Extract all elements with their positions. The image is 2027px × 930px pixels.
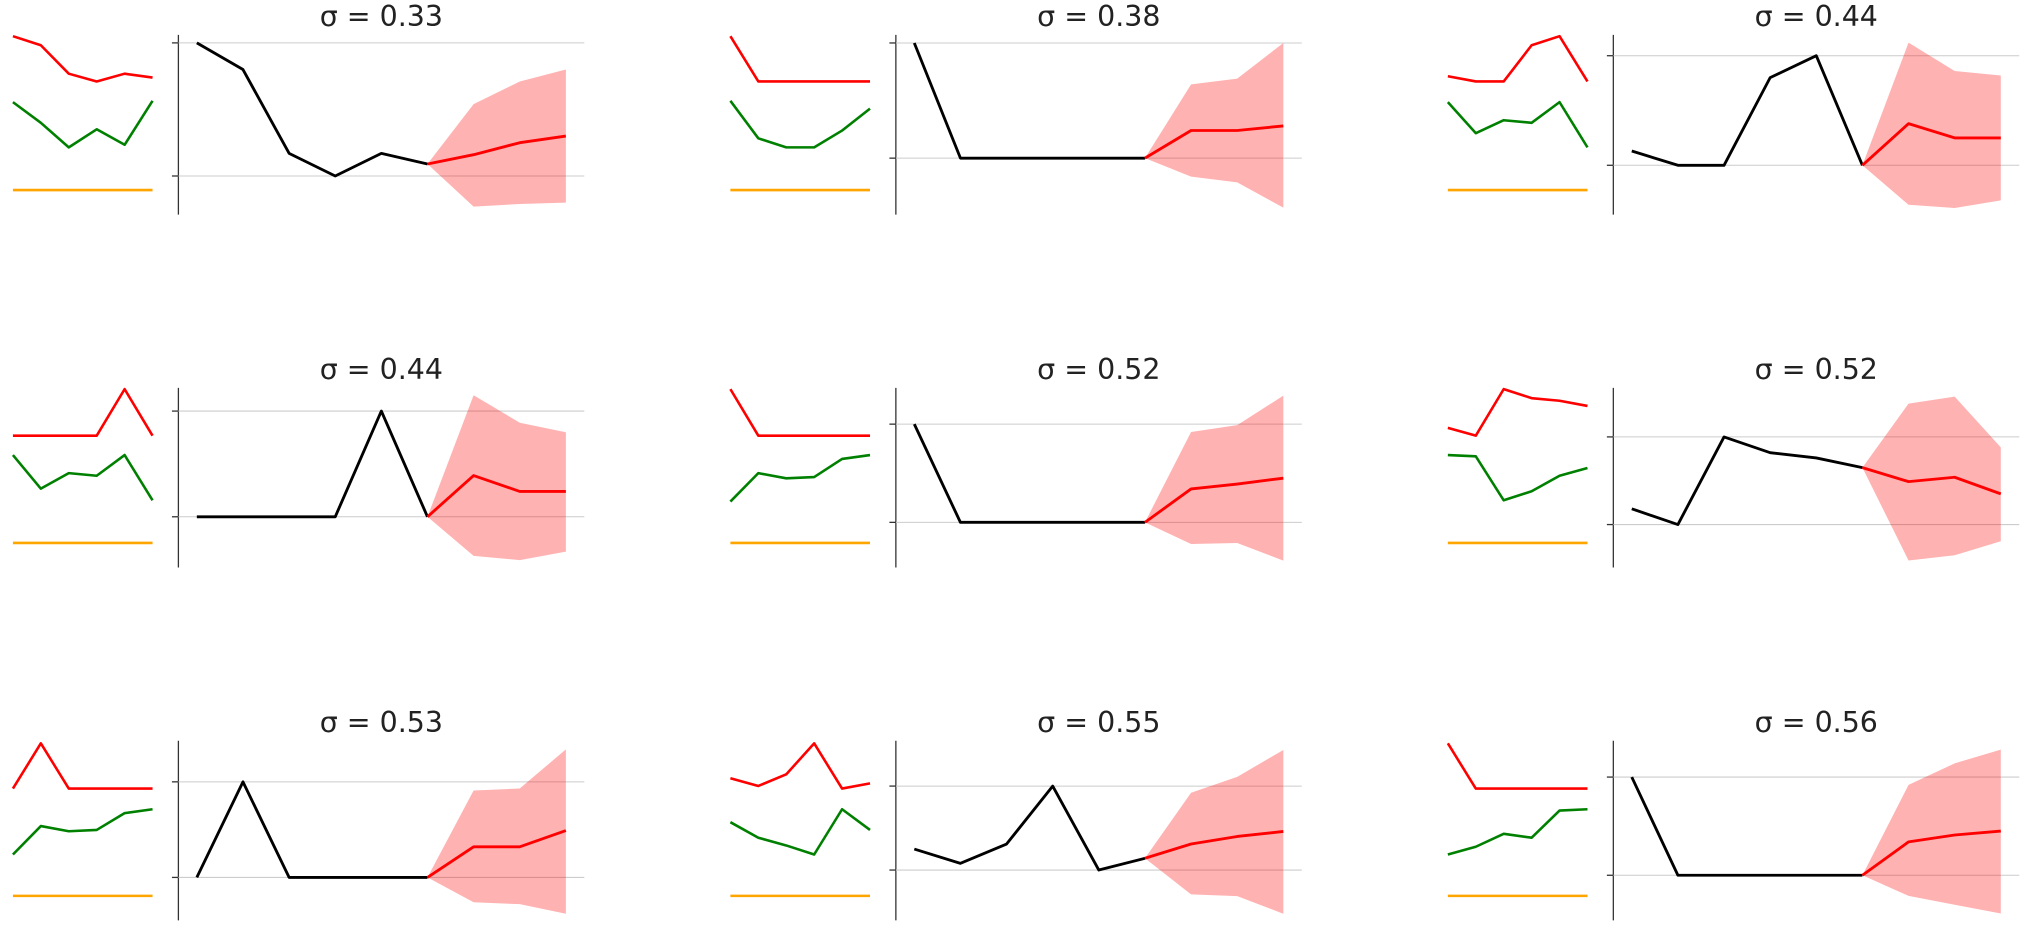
- series-line: [195, 780, 428, 879]
- series-line: [1631, 54, 1864, 167]
- inset-line: [11, 742, 153, 790]
- series-line: [913, 423, 1145, 524]
- series-line: [1631, 435, 1863, 526]
- series-line: [1861, 466, 2002, 496]
- series-line: [1144, 476, 1284, 524]
- inset-line: [1446, 742, 1588, 790]
- inset-line: [1447, 453, 1588, 502]
- panel-title: σ = 0.44: [1755, 0, 1878, 33]
- series-line: [196, 41, 428, 178]
- inset-line: [1447, 387, 1588, 437]
- uncertainty-band: [1144, 42, 1284, 208]
- series-line: [427, 134, 567, 166]
- series-line: [196, 409, 429, 519]
- series-line: [426, 829, 567, 879]
- series-line: [1630, 776, 1863, 877]
- series-line: [1861, 122, 2001, 167]
- series-line: [1144, 830, 1284, 860]
- panel-title: σ = 0.56: [1755, 706, 1878, 739]
- uncertainty-band: [1144, 395, 1284, 561]
- uncertainty-band: [1862, 42, 2001, 209]
- inset-line: [12, 34, 153, 83]
- panel-title: σ = 0.53: [320, 706, 443, 739]
- inset-line: [12, 100, 154, 149]
- series-line: [1144, 124, 1284, 160]
- inset-line: [1446, 100, 1589, 149]
- panel-title: σ = 0.38: [1037, 0, 1160, 33]
- series-line: [913, 784, 1146, 872]
- inset-line: [12, 807, 153, 856]
- series-line: [912, 42, 1145, 160]
- uncertainty-band: [1144, 749, 1284, 914]
- inset-line: [1447, 34, 1589, 83]
- inset-line: [729, 100, 871, 149]
- inset-line: [729, 453, 871, 503]
- inset-line: [12, 387, 154, 437]
- uncertainty-band: [427, 395, 566, 561]
- uncertainty-band: [1862, 749, 2001, 914]
- panel-title: σ = 0.55: [1037, 706, 1160, 739]
- inset-line: [730, 742, 871, 790]
- series-line: [426, 474, 566, 518]
- inset-line: [1447, 807, 1588, 856]
- panel-title: σ = 0.52: [1755, 353, 1878, 386]
- inset-line: [11, 453, 154, 501]
- inset-line: [729, 388, 871, 437]
- panel-title: σ = 0.52: [1037, 353, 1160, 386]
- panel-title: σ = 0.44: [320, 353, 443, 386]
- panel-title: σ = 0.33: [320, 0, 443, 33]
- inset-line: [729, 807, 871, 856]
- uncertainty-band: [427, 749, 566, 914]
- inset-line: [729, 35, 871, 83]
- series-line: [1861, 829, 2001, 877]
- uncertainty-band: [427, 69, 566, 207]
